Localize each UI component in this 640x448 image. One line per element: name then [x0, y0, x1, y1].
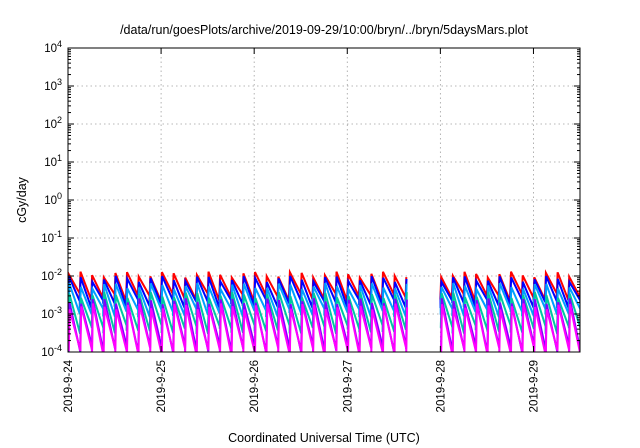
series-layer	[68, 268, 580, 352]
x-tick-label: 2019-9-29	[528, 360, 540, 412]
axis-ticks: 10-4 10-3 10-2 10-1 100 101 102 103 104 2019-9-24…	[41, 39, 580, 412]
x-axis-label: Coordinated Universal Time (UTC)	[228, 431, 420, 445]
y-tick-label: 10-1	[41, 229, 62, 245]
y-tick-label: 104	[44, 39, 62, 55]
y-tick-label: 103	[44, 77, 62, 93]
x-tick-label: 2019-9-28	[435, 360, 447, 412]
y-tick-label: 10-3	[41, 305, 62, 321]
x-tick-label: 2019-9-24	[63, 359, 75, 412]
y-tick-label: 101	[44, 153, 62, 169]
x-tick-label: 2019-9-27	[342, 360, 354, 412]
y-tick-label: 102	[44, 115, 62, 131]
series-line	[68, 303, 580, 352]
x-tick-label: 2019-9-25	[156, 360, 168, 412]
y-tick-label: 10-4	[41, 343, 62, 359]
y-axis-label: cGy/day	[15, 176, 29, 223]
y-tick-label: 100	[44, 191, 62, 207]
chart-title: /data/run/goesPlots/archive/2019-09-29/1…	[120, 23, 528, 37]
y-tick-label: 10-2	[41, 267, 62, 283]
x-tick-label: 2019-9-26	[249, 360, 261, 412]
